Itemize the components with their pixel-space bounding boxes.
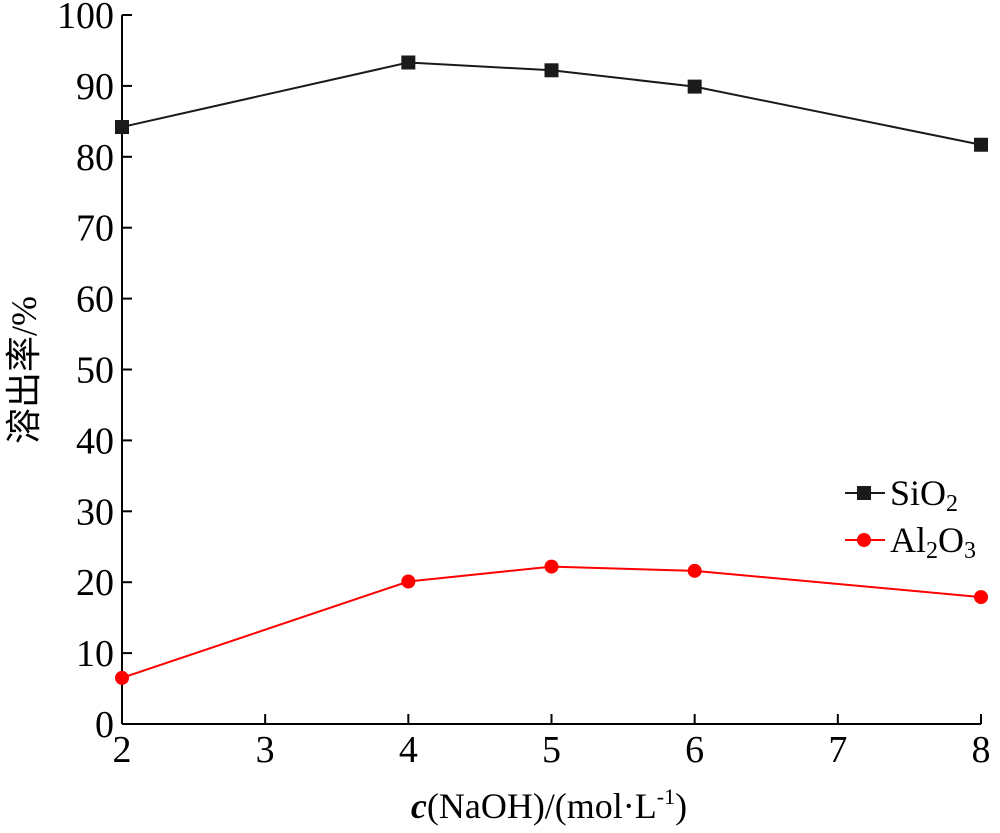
data-point	[115, 670, 129, 685]
legend-marker-sio2	[857, 486, 871, 500]
x-axis-title: c(NaOH)/(mol·L-1)	[411, 784, 687, 826]
legend: SiO2 Al2O3	[845, 473, 976, 564]
axes: 0 10 20 30 40 50 60 70 80 90 100 2 3 4 5 6 7 8	[57, 0, 991, 771]
y-tick-label: 100	[57, 0, 114, 37]
y-tick-label: 70	[76, 208, 114, 250]
x-tick-label: 4	[399, 729, 418, 771]
x-tick-label: 5	[542, 729, 561, 771]
data-point	[687, 79, 702, 94]
x-tick-label: 3	[256, 729, 275, 771]
legend-label-sio2: SiO2	[890, 473, 958, 517]
y-tick-label: 10	[76, 633, 114, 675]
x-tick-label: 7	[828, 729, 847, 771]
y-tick-label: 30	[76, 491, 114, 533]
data-point	[401, 574, 416, 589]
y-axis-title: 溶出率/%	[4, 296, 44, 444]
y-tick-label: 50	[76, 350, 114, 392]
legend-item-al2o3: Al2O3	[845, 520, 976, 564]
legend-item-sio2: SiO2	[845, 473, 958, 517]
data-point	[974, 590, 988, 605]
x-tick-label: 6	[685, 729, 704, 771]
y-tick-label: 20	[76, 562, 114, 604]
data-point	[544, 559, 559, 574]
y-tick-label: 0	[95, 704, 114, 746]
legend-label-al2o3: Al2O3	[890, 520, 976, 564]
data-point	[544, 63, 559, 78]
series-al2o3	[115, 559, 988, 685]
x-tick-label: 2	[113, 729, 132, 771]
y-tick-label: 60	[76, 279, 114, 321]
series-line-al2o3	[121, 565, 982, 679]
y-tick-label: 40	[76, 420, 114, 462]
data-point	[401, 55, 416, 70]
data-point	[115, 120, 129, 135]
data-point	[974, 137, 988, 152]
series-layer	[115, 55, 988, 685]
y-tick-label: 90	[76, 66, 114, 108]
legend-marker-al2o3	[857, 533, 871, 547]
data-point	[687, 563, 702, 578]
series-sio2	[115, 55, 988, 152]
x-tick-label: 8	[972, 729, 991, 771]
y-tick-label: 80	[76, 137, 114, 179]
